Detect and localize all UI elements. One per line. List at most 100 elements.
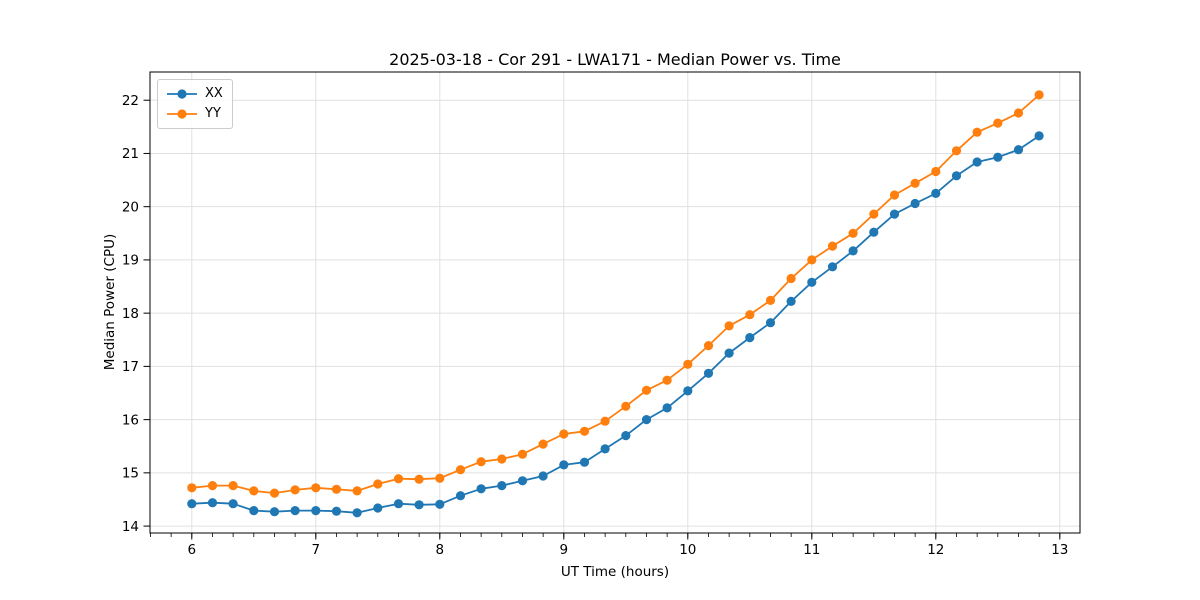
data-point-yy <box>497 454 507 464</box>
x-tick-label: 13 <box>1051 542 1068 558</box>
data-point-xx <box>703 368 714 378</box>
chart-title: 2025-03-18 - Cor 291 - LWA171 - Median P… <box>389 50 841 69</box>
data-point-yy <box>187 483 197 493</box>
data-point-xx <box>745 333 755 343</box>
data-point-xx <box>414 500 424 510</box>
data-point-xx <box>786 296 796 306</box>
data-point-xx <box>187 499 197 509</box>
data-point-yy <box>311 483 321 493</box>
x-tick-label: 7 <box>311 542 320 558</box>
data-point-xx <box>559 460 569 470</box>
data-point-yy <box>765 295 776 305</box>
data-point-xx <box>910 198 920 209</box>
data-point-yy <box>538 439 548 449</box>
y-tick-label: 18 <box>122 306 139 322</box>
data-point-yy <box>910 178 920 188</box>
data-point-xx <box>827 262 838 272</box>
data-point-xx <box>435 499 445 509</box>
data-point-xx <box>497 481 507 491</box>
x-tick-label: 10 <box>679 542 696 558</box>
data-point-xx <box>869 227 879 237</box>
legend: XX YY <box>157 79 233 129</box>
y-axis-label: Median Power (CPU) <box>102 233 118 371</box>
data-point-xx <box>311 506 321 516</box>
data-point-xx <box>765 318 776 328</box>
data-point-yy <box>662 375 672 385</box>
data-point-yy <box>455 465 466 475</box>
data-point-yy <box>373 479 383 489</box>
data-point-xx <box>807 277 817 287</box>
data-point-yy <box>207 481 218 491</box>
y-tick-label: 15 <box>122 466 139 482</box>
data-point-yy <box>435 473 445 483</box>
data-point-xx <box>476 484 486 494</box>
data-point-yy <box>579 426 590 436</box>
y-tick-label: 21 <box>122 146 139 162</box>
data-point-yy <box>641 385 652 395</box>
data-point-yy <box>683 359 693 369</box>
data-point-xx <box>662 403 672 413</box>
y-tick-label: 20 <box>122 199 139 215</box>
data-point-yy <box>889 190 900 200</box>
data-point-yy <box>517 449 528 459</box>
data-point-yy <box>827 241 838 251</box>
data-point-xx <box>538 471 548 481</box>
data-point-xx <box>1013 145 1024 155</box>
data-point-yy <box>352 486 362 496</box>
data-point-xx <box>724 348 734 358</box>
legend-label-xx: XX <box>205 86 223 101</box>
y-tick-label: 16 <box>122 412 139 428</box>
data-point-yy <box>745 310 755 320</box>
x-tick-label: 9 <box>559 542 568 558</box>
data-point-yy <box>807 255 817 265</box>
data-point-xx <box>972 157 982 167</box>
x-tick-label: 11 <box>803 542 820 558</box>
y-tick-label: 17 <box>122 359 139 375</box>
x-tick-label: 12 <box>927 542 944 558</box>
data-point-yy <box>1013 108 1024 118</box>
data-point-xx <box>621 431 631 441</box>
data-point-xx <box>269 507 280 517</box>
data-point-xx <box>352 508 362 518</box>
data-point-yy <box>848 228 858 238</box>
data-point-xx <box>517 476 528 486</box>
axes-spines <box>149 71 1081 534</box>
data-point-yy <box>1034 90 1044 100</box>
data-point-yy <box>249 486 259 496</box>
series-line-yy <box>191 94 1040 495</box>
data-point-xx <box>641 415 652 425</box>
legend-swatch-yy-icon <box>167 109 197 119</box>
y-tick-label: 22 <box>122 93 139 109</box>
data-point-xx <box>373 503 383 513</box>
data-point-xx <box>600 444 610 454</box>
data-point-yy <box>621 401 631 411</box>
data-point-xx <box>683 386 693 396</box>
data-point-xx <box>889 209 900 219</box>
data-point-yy <box>972 127 982 137</box>
data-point-xx <box>290 506 300 516</box>
y-tick-label: 19 <box>122 253 139 269</box>
data-point-yy <box>228 481 238 491</box>
data-point-xx <box>848 246 858 256</box>
data-point-yy <box>269 488 280 498</box>
data-point-yy <box>786 273 796 284</box>
x-axis-label: UT Time (hours) <box>560 564 670 580</box>
data-point-yy <box>476 457 486 467</box>
data-point-yy <box>414 474 424 484</box>
data-point-yy <box>951 146 962 156</box>
data-point-yy <box>703 341 714 351</box>
series-line-xx <box>191 135 1040 514</box>
data-point-xx <box>455 491 466 501</box>
legend-item-yy: YY <box>165 104 223 124</box>
data-point-xx <box>249 506 259 516</box>
data-point-yy <box>993 118 1003 128</box>
data-point-xx <box>931 188 941 198</box>
legend-swatch-xx-icon <box>167 89 197 99</box>
data-point-xx <box>228 499 238 509</box>
data-point-xx <box>393 499 404 509</box>
data-point-yy <box>724 321 734 331</box>
data-point-yy <box>931 166 941 177</box>
data-point-xx <box>993 152 1003 162</box>
data-point-xx <box>331 506 342 516</box>
